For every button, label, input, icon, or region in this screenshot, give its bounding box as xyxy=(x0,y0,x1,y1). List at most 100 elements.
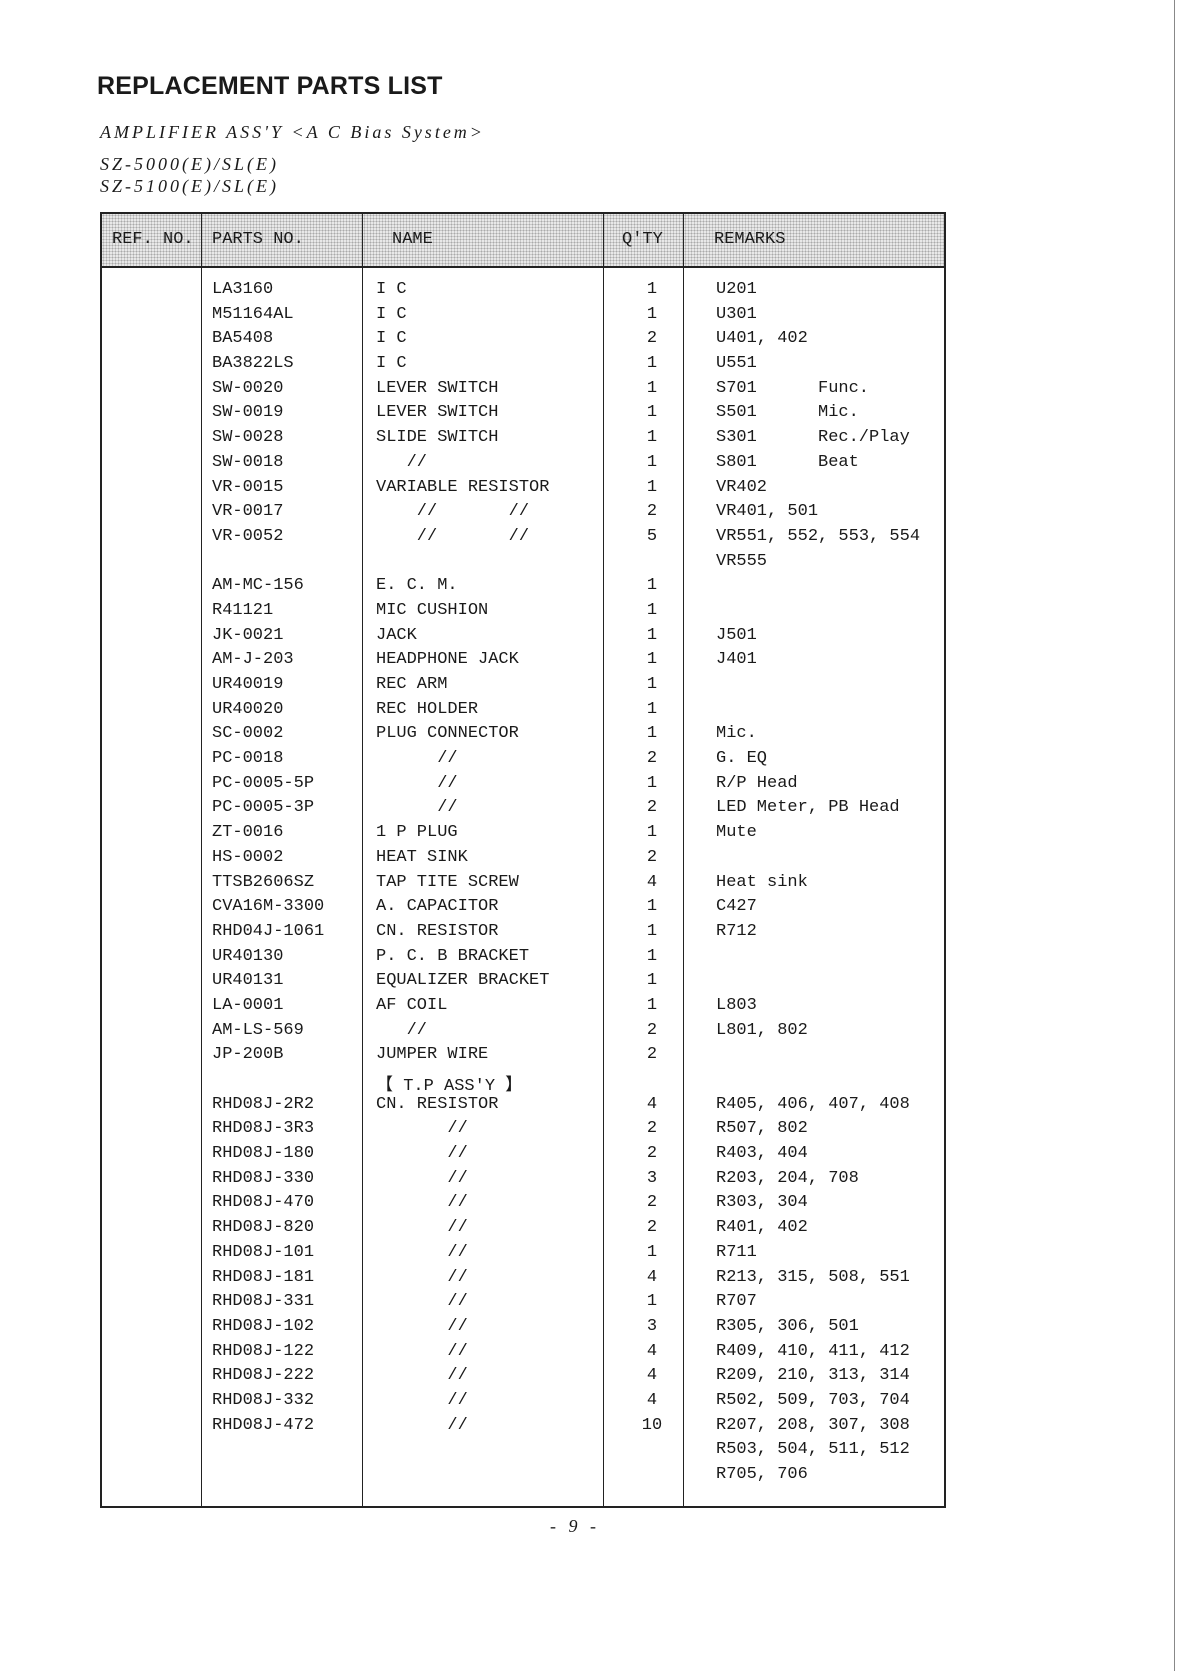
remarks: C427 xyxy=(716,897,757,917)
quantity: 1 xyxy=(646,823,658,843)
part-number: SW-0019 xyxy=(212,403,284,423)
quantity: 3 xyxy=(646,1168,658,1188)
table-row: VR-0015 VARIABLE RESISTOR 1 VR402 xyxy=(102,478,944,503)
part-name: // xyxy=(376,1218,468,1238)
remarks: R209, 210, 313, 314 xyxy=(716,1366,910,1386)
part-name: SLIDE SWITCH xyxy=(376,428,499,448)
part-name: TAP TITE SCREW xyxy=(376,872,519,892)
table-row: RHD08J-472 // 10 R207, 208, 307, 308 xyxy=(102,1416,944,1441)
part-name: EQUALIZER BRACKET xyxy=(376,971,550,991)
remarks: R711 xyxy=(716,1242,757,1262)
table-row: RHD08J-332 // 4 R502, 509, 703, 704 xyxy=(102,1391,944,1416)
table-row: BA5408 I C 2 U401, 402 xyxy=(102,329,944,354)
table-row: VR-0017 // // 2 VR401, 501 xyxy=(102,502,944,527)
part-name: HEADPHONE JACK xyxy=(376,650,519,670)
table-row: RHD08J-181 // 4 R213, 315, 508, 551 xyxy=(102,1268,944,1293)
quantity: 1 xyxy=(646,625,658,645)
remarks: G. EQ xyxy=(716,749,768,769)
table-row: RHD08J-470 // 2 R303, 304 xyxy=(102,1193,944,1218)
part-name: LEVER SWITCH xyxy=(376,378,499,398)
quantity: 1 xyxy=(646,1242,658,1262)
remarks: VR402 xyxy=(716,477,768,497)
remarks-note: Beat xyxy=(818,452,859,472)
remarks: VR551, 552, 553, 554 xyxy=(716,526,921,546)
part-name: JACK xyxy=(376,625,417,645)
remarks: R403, 404 xyxy=(716,1144,808,1164)
column-divider xyxy=(201,214,202,1506)
page-edge xyxy=(1174,0,1175,1671)
quantity: 1 xyxy=(646,304,658,324)
remarks: R502, 509, 703, 704 xyxy=(716,1390,910,1410)
page-number: - 9 - xyxy=(550,1516,600,1536)
quantity: 4 xyxy=(646,872,658,892)
table-row: SW-0028 SLIDE SWITCH 1 S301 Rec./Play xyxy=(102,428,944,453)
remarks: R503, 504, 511, 512 xyxy=(716,1440,910,1460)
quantity: 2 xyxy=(646,1020,658,1040)
part-number: RHD08J-470 xyxy=(212,1193,315,1213)
part-name: // xyxy=(376,1390,468,1410)
quantity: 2 xyxy=(646,1218,658,1238)
table-row: PC-0005-3P // 2 LED Meter, PB Head xyxy=(102,798,944,823)
part-number: RHD08J-122 xyxy=(212,1341,315,1361)
part-name: AF COIL xyxy=(376,995,448,1015)
table-row: UR40019 REC ARM 1 xyxy=(102,675,944,700)
part-number: ZT-0016 xyxy=(212,823,284,843)
quantity: 1 xyxy=(646,354,658,374)
part-number: JP-200B xyxy=(212,1045,284,1065)
remarks: Mute xyxy=(716,823,757,843)
table-row: RHD08J-330 // 3 R203, 204, 708 xyxy=(102,1169,944,1194)
table-row: VR555 xyxy=(102,552,944,577)
table-row: HS-0002 HEAT SINK 2 xyxy=(102,848,944,873)
parts-table: REF. NO. PARTS NO. NAME Q'TY REMARKS LA3… xyxy=(100,212,946,1508)
table-row: RHD08J-180 // 2 R403, 404 xyxy=(102,1144,944,1169)
table-row: SW-0018 // 1 S801 Beat xyxy=(102,453,944,478)
quantity: 1 xyxy=(646,600,658,620)
part-number: CVA16M-3300 xyxy=(212,897,325,917)
remarks: S701 xyxy=(716,378,757,398)
remarks: R207, 208, 307, 308 xyxy=(716,1415,910,1435)
part-number: LA-0001 xyxy=(212,995,284,1015)
part-name: I C xyxy=(376,354,407,374)
part-number: SW-0028 xyxy=(212,428,284,448)
quantity: 2 xyxy=(646,1119,658,1139)
remarks: L803 xyxy=(716,995,757,1015)
quantity: 1 xyxy=(646,897,658,917)
header-remarks: REMARKS xyxy=(714,230,786,249)
part-name: // xyxy=(376,1415,468,1435)
quantity: 1 xyxy=(646,724,658,744)
quantity: 1 xyxy=(646,576,658,596)
quantity: 5 xyxy=(646,526,658,546)
part-number: UR40019 xyxy=(212,675,284,694)
remarks: R705, 706 xyxy=(716,1465,808,1484)
part-number: AM-MC-156 xyxy=(212,576,304,596)
remarks: R303, 304 xyxy=(716,1193,808,1213)
part-name: I C xyxy=(376,304,407,324)
table-body: LA3160 I C 1 U201 M51164AL I C 1 U301 BA5408 I C 2… xyxy=(102,280,944,1490)
part-number: RHD08J-331 xyxy=(212,1292,315,1312)
quantity: 2 xyxy=(646,749,658,769)
part-number: RHD08J-3R3 xyxy=(212,1119,315,1139)
quantity: 2 xyxy=(646,502,658,522)
table-row: RHD08J-331 // 1 R707 xyxy=(102,1292,944,1317)
part-number: LA3160 xyxy=(212,280,274,299)
table-row: R503, 504, 511, 512 xyxy=(102,1440,944,1465)
remarks: Heat sink xyxy=(716,872,808,892)
part-name: // xyxy=(376,1168,468,1188)
part-name: LEVER SWITCH xyxy=(376,403,499,423)
part-name: MIC CUSHION xyxy=(376,600,489,620)
part-name: // xyxy=(376,1267,468,1287)
part-number: UR40130 xyxy=(212,946,284,966)
part-number: M51164AL xyxy=(212,304,294,324)
part-name: JUMPER WIRE xyxy=(376,1045,489,1065)
header-parts-no: PARTS NO. xyxy=(212,230,304,249)
remarks: R305, 306, 501 xyxy=(716,1316,859,1336)
quantity: 4 xyxy=(646,1094,658,1114)
quantity: 1 xyxy=(646,946,658,966)
part-name: // xyxy=(376,1316,468,1336)
part-number: VR-0015 xyxy=(212,477,284,497)
table-row: UR40131 EQUALIZER BRACKET 1 xyxy=(102,971,944,996)
part-number: BA5408 xyxy=(212,329,274,349)
remarks: R405, 406, 407, 408 xyxy=(716,1094,910,1114)
table-row: R705, 706 xyxy=(102,1465,944,1490)
